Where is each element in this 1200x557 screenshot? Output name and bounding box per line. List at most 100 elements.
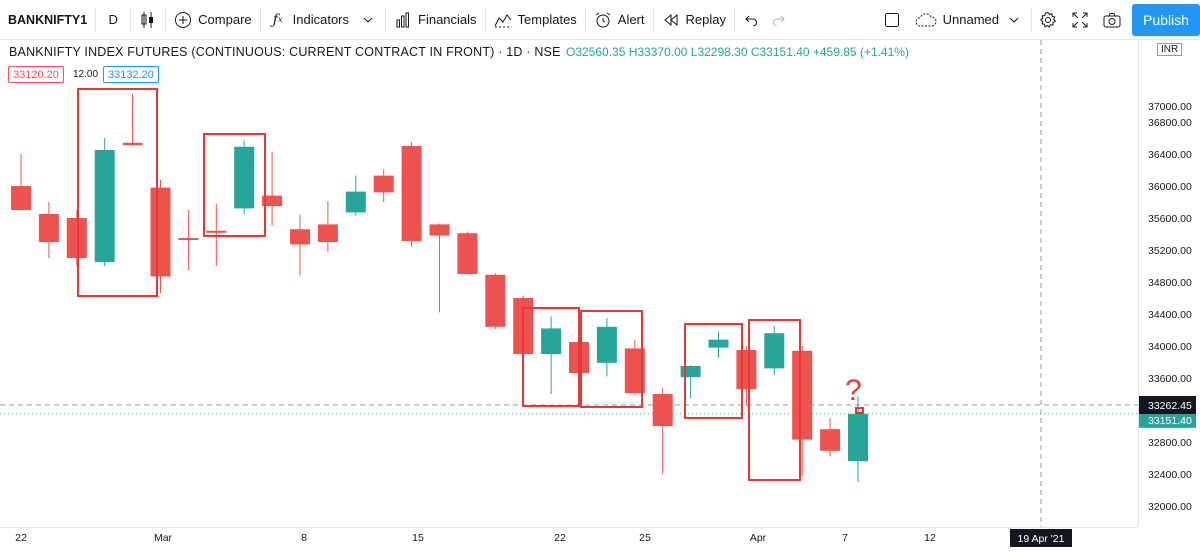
- alert-button[interactable]: Alert: [586, 0, 653, 40]
- symbol-label: BANKNIFTY1: [8, 12, 88, 27]
- expand-icon: [1071, 11, 1089, 29]
- candle: [429, 223, 450, 313]
- redo-button[interactable]: [765, 0, 795, 40]
- price-axis: 37000.00 36800.00 36400.00 36000.00 35600.00…: [1148, 101, 1192, 513]
- highlight-box: [684, 323, 743, 419]
- price-tick-label: 35600.00: [1148, 213, 1192, 225]
- divider: [652, 7, 654, 32]
- price-tick-label: 34400.00: [1148, 309, 1192, 321]
- candle-body: [596, 326, 617, 363]
- chevron-down-icon[interactable]: [1005, 11, 1023, 29]
- fullscreen-button[interactable]: [1064, 0, 1096, 40]
- divider: [1031, 7, 1032, 32]
- ask-price-badge[interactable]: 33132.20: [103, 66, 159, 83]
- crosshair-price-label: 33262.45: [1148, 400, 1192, 412]
- candle-body: [429, 224, 450, 236]
- snapshot-button[interactable]: [1096, 0, 1128, 40]
- time-tick-label: 12: [924, 532, 936, 544]
- layout-name-button[interactable]: Unnamed: [907, 0, 1031, 40]
- price-tick-label: 32800.00: [1148, 437, 1192, 449]
- plot-area: [0, 40, 1138, 527]
- crosshair-price-badge: [1139, 396, 1196, 415]
- candle: [373, 169, 394, 202]
- candle: [764, 326, 785, 375]
- highlight-box-small: [855, 407, 864, 414]
- candle: [708, 331, 729, 358]
- chart-type-button[interactable]: [131, 0, 165, 40]
- bid-price-badge[interactable]: 33120.20: [8, 66, 64, 83]
- fullscreen-layout-button[interactable]: [877, 0, 907, 40]
- financials-label: Financials: [418, 12, 477, 27]
- candle: [624, 339, 645, 396]
- candle: [262, 151, 283, 226]
- symbol-search[interactable]: BANKNIFTY1: [0, 0, 95, 40]
- candle: [848, 396, 868, 483]
- compare-label: Compare: [198, 12, 252, 27]
- candle: [345, 175, 366, 216]
- time-tick-label: 7: [842, 532, 848, 544]
- bar-chart-icon: [394, 11, 412, 29]
- compare-button[interactable]: Compare: [166, 0, 259, 40]
- candle: [206, 203, 227, 266]
- candle: [485, 273, 506, 330]
- candle: [541, 316, 562, 394]
- price-tick-label: 33600.00: [1148, 373, 1192, 385]
- highlight-box: [580, 310, 643, 408]
- square-icon: [883, 11, 901, 29]
- interval-button[interactable]: D: [96, 0, 130, 40]
- candle-body: [262, 195, 283, 206]
- time-tick-label: 8: [301, 532, 307, 544]
- highlight-box: [203, 133, 266, 237]
- chevron-down-icon[interactable]: [359, 11, 377, 29]
- publish-button[interactable]: Publish: [1132, 4, 1200, 36]
- candle: [150, 179, 171, 294]
- price-tick-label: 35200.00: [1148, 245, 1192, 257]
- candle-body: [457, 233, 478, 274]
- divider: [95, 7, 97, 32]
- time-tick-label: 22: [554, 532, 566, 544]
- highlight-box: [748, 319, 801, 481]
- question-mark-annotation: ?: [845, 374, 862, 407]
- price-axis-area: [1138, 40, 1200, 557]
- candle-body: [178, 238, 199, 240]
- replay-button[interactable]: Replay: [654, 0, 734, 40]
- candle: [652, 387, 673, 474]
- candle: [290, 214, 310, 276]
- interval-label: D: [108, 12, 118, 27]
- candle: [457, 231, 478, 274]
- price-tick-label: 36800.00: [1148, 117, 1192, 129]
- candle-body: [66, 218, 87, 258]
- gear-icon: [1039, 11, 1057, 29]
- indicators-label: Indicators: [292, 12, 350, 27]
- candle-body: [345, 191, 366, 213]
- time-tick-label: Mar: [154, 532, 173, 544]
- date-crosshair-badge: [1010, 529, 1072, 547]
- candle-body: [11, 186, 31, 210]
- candle-body: [234, 146, 255, 209]
- legend-ohlc: O32560.35 H33370.00 L32298.30 C33151.40 …: [566, 45, 909, 59]
- alert-label: Alert: [617, 12, 645, 27]
- candle-body: [708, 339, 729, 348]
- price-tick-label: 32400.00: [1148, 469, 1192, 481]
- candle: [122, 94, 143, 146]
- undo-button[interactable]: [735, 0, 765, 40]
- highlight-box: [522, 307, 580, 407]
- candle-body: [624, 348, 645, 394]
- settings-button[interactable]: [1032, 0, 1064, 40]
- time-tick-label: 22: [15, 532, 27, 544]
- candle-body: [122, 142, 143, 146]
- time-tick-label: 15: [412, 532, 424, 544]
- candle: [94, 138, 115, 266]
- redo-icon: [771, 11, 789, 29]
- financials-button[interactable]: Financials: [386, 0, 485, 40]
- last-price-badge: [1139, 411, 1196, 428]
- candle-body: [150, 187, 171, 277]
- templates-button[interactable]: Templates: [486, 0, 585, 40]
- time-tick-label: Apr: [750, 532, 767, 544]
- highlight-box: [77, 88, 158, 297]
- candle: [317, 201, 338, 253]
- candle-body: [764, 333, 785, 369]
- candle: [178, 210, 199, 270]
